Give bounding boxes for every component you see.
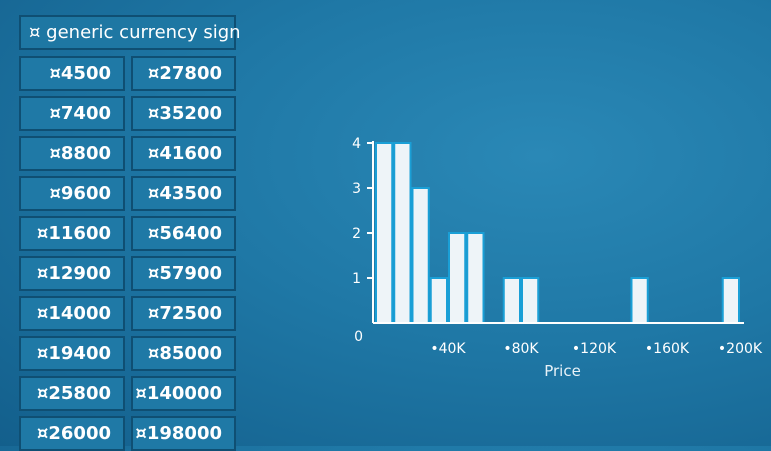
- table-cell-price: ¤19400: [19, 336, 125, 371]
- table-cell-price: ¤4500: [19, 56, 125, 91]
- table-cell-price: ¤25800: [19, 376, 125, 411]
- histogram-bar: [393, 142, 412, 324]
- histogram-bar: [521, 277, 540, 324]
- histogram-bar: [411, 187, 430, 324]
- table-cell-price: ¤35200: [131, 96, 236, 131]
- table-cell-price: ¤56400: [131, 216, 236, 251]
- table-cell-price: ¤41600: [131, 136, 236, 171]
- table-cell-price: ¤12900: [19, 256, 125, 291]
- table-cell-price: ¤85000: [131, 336, 236, 371]
- histogram-bar: [429, 277, 448, 324]
- histogram-bar: [466, 232, 485, 324]
- table-cell-price: ¤9600: [19, 176, 125, 211]
- y-tick-label: 3: [352, 181, 361, 197]
- x-tick-label: •200K: [718, 341, 763, 357]
- y-tick-label: 1: [352, 271, 361, 287]
- table-cell-price: ¤198000: [131, 416, 236, 451]
- y-tick-label: 2: [352, 226, 361, 242]
- x-axis-title: Price: [544, 362, 581, 380]
- table-cell-price: ¤57900: [131, 256, 236, 291]
- table-cell-price: ¤8800: [19, 136, 125, 171]
- histogram-bar: [721, 277, 740, 324]
- x-tick-label: •80K: [503, 341, 539, 357]
- table-header: ¤ generic currency sign: [19, 15, 241, 50]
- x-tick-label: •40K: [430, 341, 466, 357]
- table-cell-price: ¤43500: [131, 176, 236, 211]
- table-cell-price: ¤11600: [19, 216, 125, 251]
- table-cell-price: ¤140000: [131, 376, 236, 411]
- table-cell-price: ¤14000: [19, 296, 125, 331]
- histogram-bar: [448, 232, 467, 324]
- table-cell-price: ¤7400: [19, 96, 125, 131]
- x-tick-label: •160K: [645, 341, 690, 357]
- y-tick-label: 0: [354, 329, 363, 345]
- histogram-bar: [375, 142, 394, 324]
- x-tick-label: •120K: [572, 341, 617, 357]
- y-tick-label: 4: [352, 136, 361, 152]
- histogram-bar: [630, 277, 649, 324]
- table-cell-price: ¤27800: [131, 56, 236, 91]
- histogram-bar: [502, 277, 521, 324]
- table-cell-price: ¤72500: [131, 296, 236, 331]
